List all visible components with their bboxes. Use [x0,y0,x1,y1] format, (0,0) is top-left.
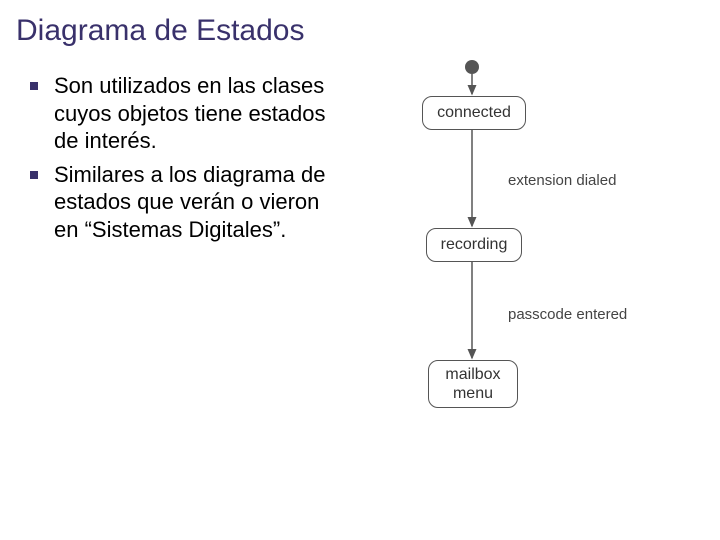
bullet-list: Son utilizados en las clases cuyos objet… [30,72,340,249]
bullet-icon [30,82,38,90]
edge-label-passcode-entered: passcode entered [508,306,627,323]
state-label: mailbox menu [445,365,500,403]
edge-label-extension-dialed: extension dialed [508,172,616,189]
bullet-text: Similares a los diagrama de estados que … [54,161,340,244]
state-recording: recording [426,228,522,262]
bullet-text: Son utilizados en las clases cuyos objet… [54,72,340,155]
bullet-icon [30,171,38,179]
list-item: Son utilizados en las clases cuyos objet… [30,72,340,155]
page-title: Diagrama de Estados [16,14,305,48]
state-mailbox-menu: mailbox menu [428,360,518,408]
list-item: Similares a los diagrama de estados que … [30,161,340,244]
state-connected: connected [422,96,526,130]
state-label: connected [437,103,511,122]
state-label: recording [441,235,508,254]
state-diagram: connected recording mailbox menu extensi… [400,60,700,460]
